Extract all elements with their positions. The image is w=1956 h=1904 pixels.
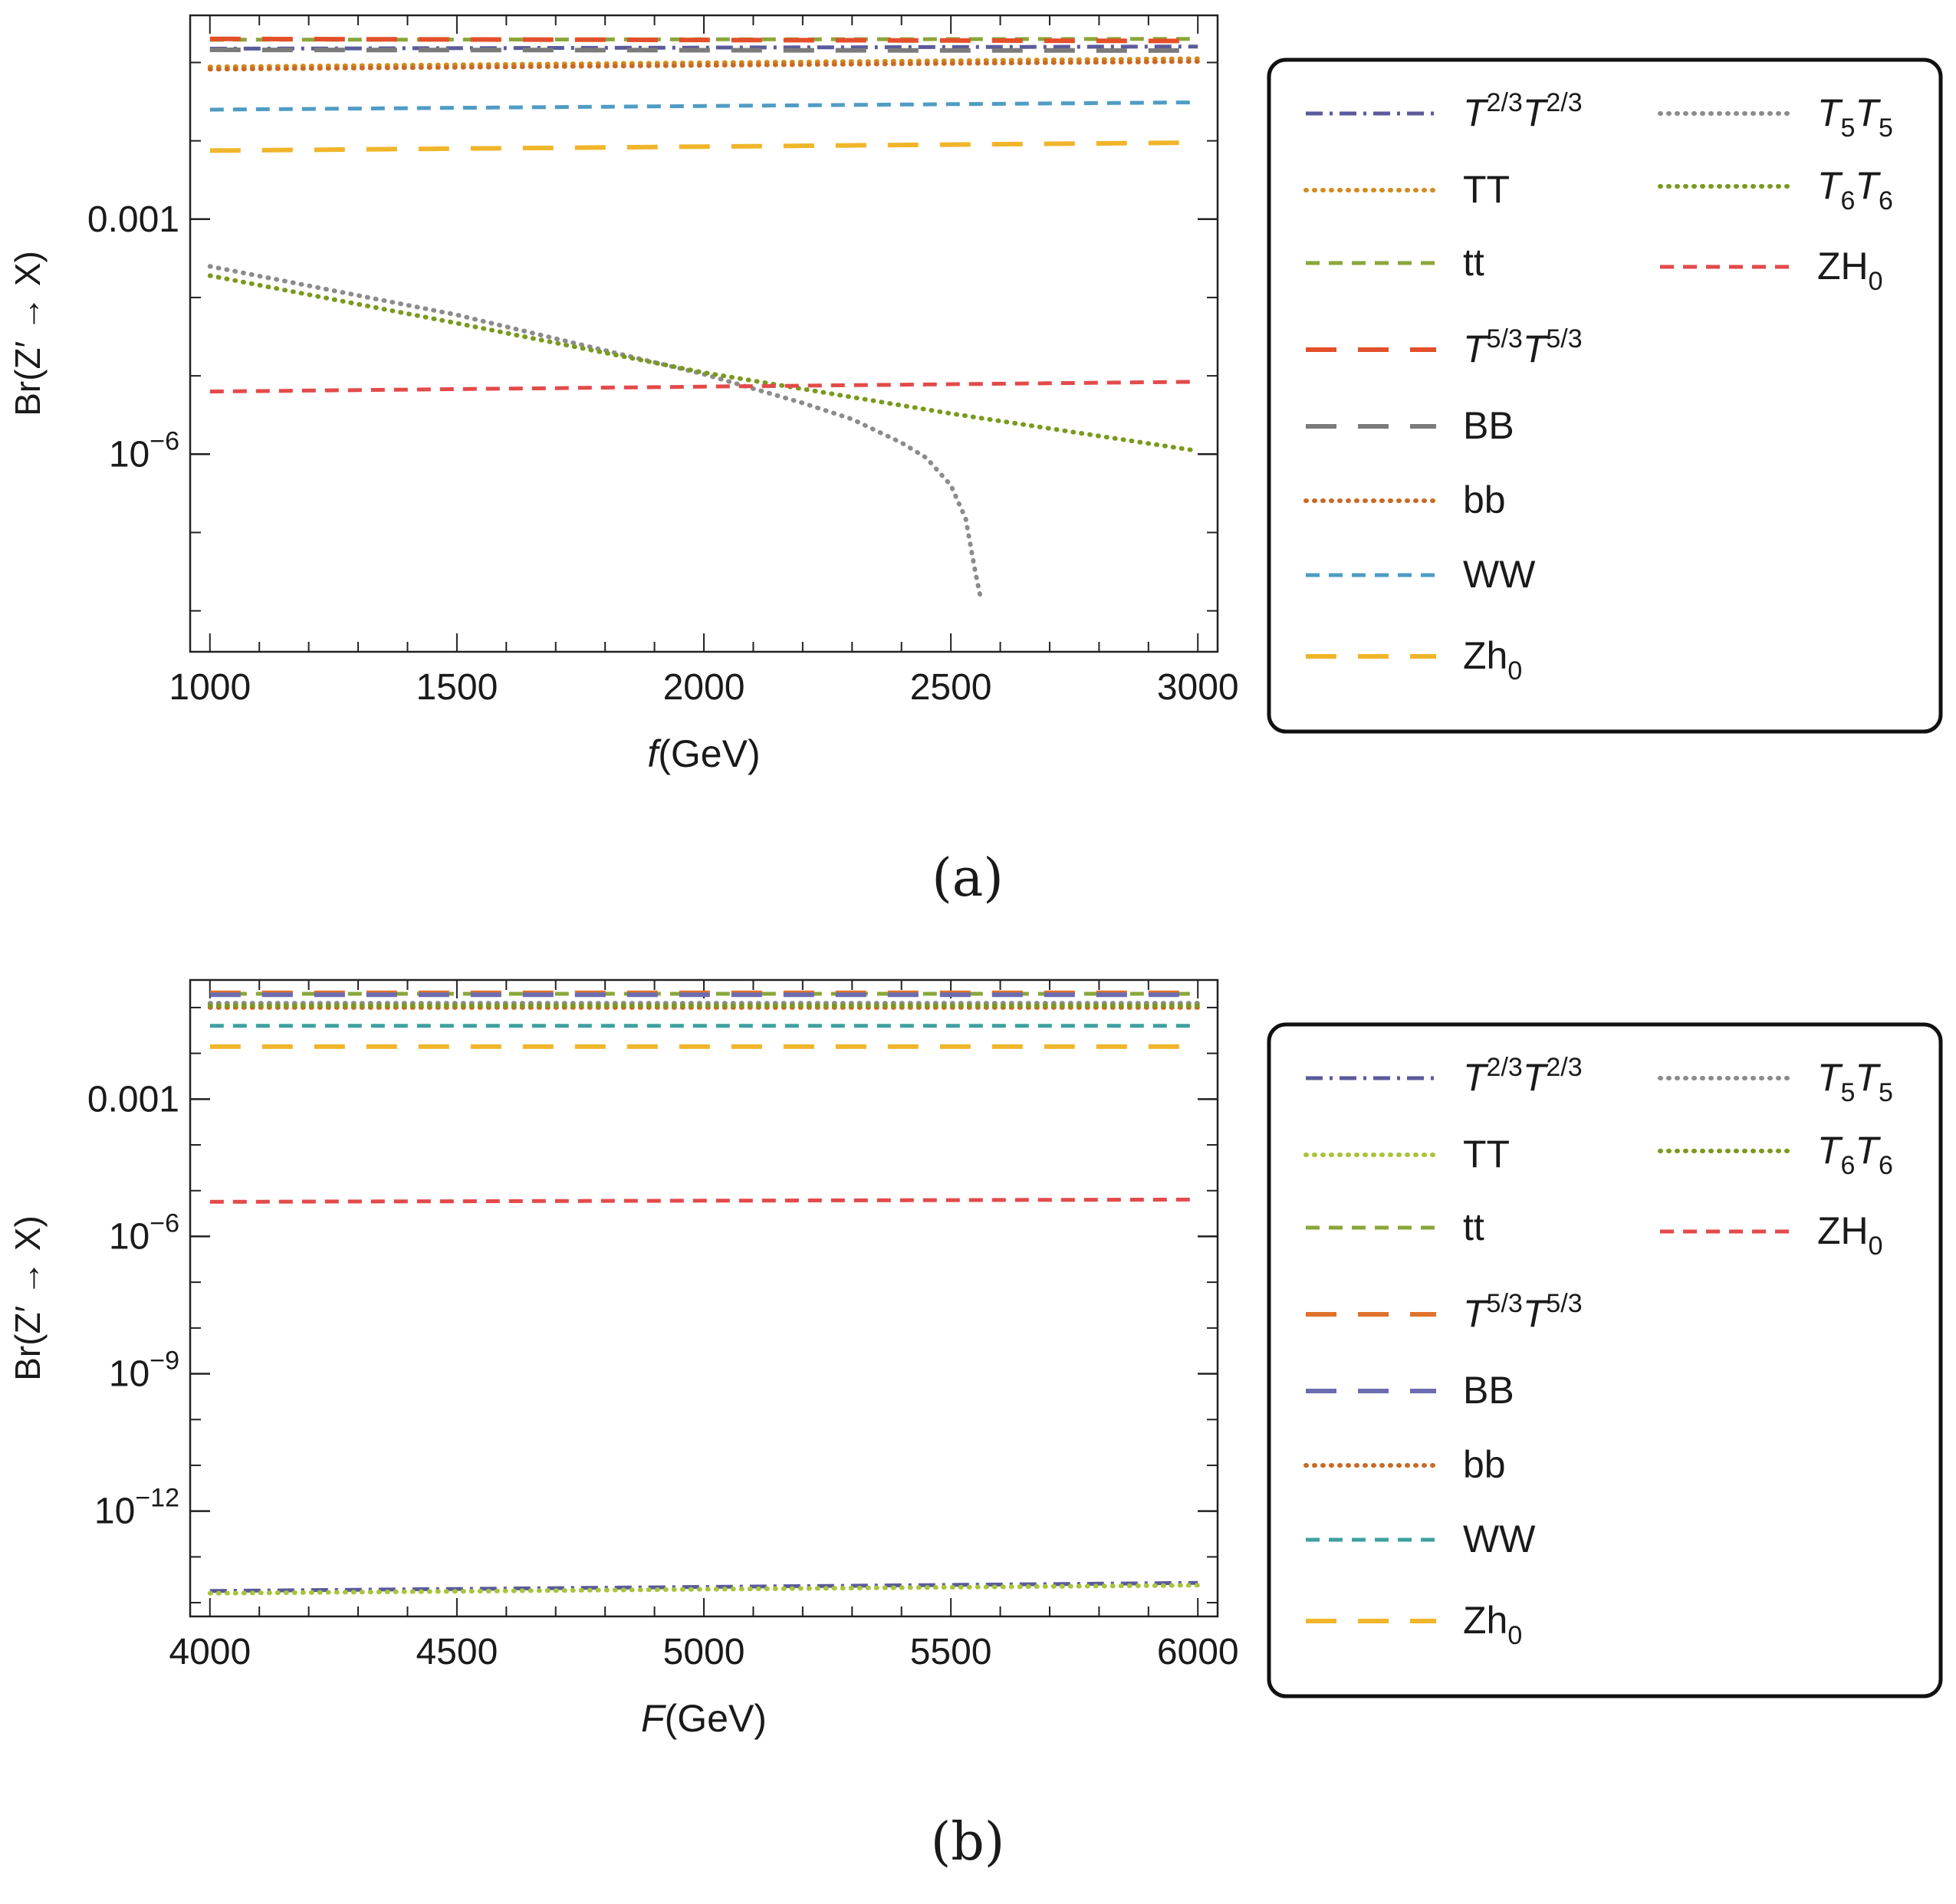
series-line-t23t23 xyxy=(209,44,1198,51)
y-tick-label: 0.001 xyxy=(87,1079,179,1120)
legend-label: BB xyxy=(1463,1369,1514,1412)
series-line-zh0 xyxy=(209,380,1198,394)
series-line-t23t23 xyxy=(209,1580,1198,1593)
legend-label: ZH0 xyxy=(1817,1209,1883,1261)
legend-label: T2/3T2/3 xyxy=(1463,88,1583,134)
series-line-t6t6 xyxy=(207,273,1201,453)
legend-label: ZH0 xyxy=(1817,245,1883,296)
panel-b: 4000 4500 5000 5500 6000 0.001 10−6 10−9 10−12 Br… xyxy=(8,978,1943,1873)
plot-frame xyxy=(189,14,1219,653)
legend-label: T5/3T5/3 xyxy=(1463,1289,1583,1335)
x-tick-label: 2500 xyxy=(910,667,992,708)
panel-caption: (b) xyxy=(931,1812,1005,1873)
y-axis-label: Br(Z′ → X) xyxy=(8,1215,48,1381)
legend-label: WW xyxy=(1463,1518,1536,1560)
x-tick-label: 1500 xyxy=(416,667,498,708)
legend-label: T2/3T2/3 xyxy=(1463,1053,1583,1099)
x-tick-label: 1000 xyxy=(169,667,251,708)
x-tick-label: 4000 xyxy=(169,1632,251,1672)
y-tick-label: 10−6 xyxy=(109,426,179,475)
x-tick-label: 5500 xyxy=(910,1632,992,1672)
series-line-zh0 xyxy=(209,1197,1198,1204)
legend-label: tt xyxy=(1463,1205,1484,1248)
x-axis-label: F(GeV) xyxy=(641,1697,767,1740)
x-tick-label: 3000 xyxy=(1157,667,1239,708)
series-group xyxy=(207,36,1201,600)
legend-label: WW xyxy=(1463,553,1536,596)
legend-label: bb xyxy=(1463,1443,1506,1486)
x-tick-label: 4500 xyxy=(416,1632,498,1672)
panel-a: 1000 1500 2000 2500 3000 0.001 10−6 Br(Z′ → X) f… xyxy=(8,14,1943,909)
legend-label: T6T6 xyxy=(1817,164,1893,215)
series-group xyxy=(207,990,1201,1596)
legend-label: tt xyxy=(1463,241,1484,284)
series-line-tt xyxy=(207,56,1201,70)
x-tick-label: 5000 xyxy=(663,1632,745,1672)
legend-label: T5T5 xyxy=(1817,1056,1893,1107)
legend-label: T5T5 xyxy=(1817,91,1893,143)
x-tick-label: 6000 xyxy=(1157,1632,1239,1672)
legend-box xyxy=(1267,58,1943,734)
y-tick-label: 0.001 xyxy=(87,199,179,240)
y-tick-label: 10−9 xyxy=(109,1347,179,1395)
legend-box xyxy=(1267,1022,1943,1698)
series-line-t5t5 xyxy=(207,264,983,600)
series-line-t53t53 xyxy=(209,36,1198,44)
panel-caption: (a) xyxy=(932,848,1004,909)
legend-label: bb xyxy=(1463,478,1506,521)
y-tick-label: 10−6 xyxy=(109,1208,179,1257)
plot-frame xyxy=(189,978,1219,1618)
legend-label: T5/3T5/3 xyxy=(1463,324,1583,370)
legend-label: TT xyxy=(1463,168,1510,211)
legend-label: Zh0 xyxy=(1463,1599,1522,1650)
y-axis-label: Br(Z′ → X) xyxy=(8,251,48,416)
legend-label: TT xyxy=(1463,1133,1510,1176)
legend-label: T6T6 xyxy=(1817,1129,1893,1180)
series-line-bb xyxy=(207,59,1201,72)
y-tick-label: 10−12 xyxy=(94,1484,179,1532)
x-tick-label: 2000 xyxy=(663,667,745,708)
series-line-bb xyxy=(209,48,1198,53)
legend-label: Zh0 xyxy=(1463,634,1522,686)
x-axis-label: f(GeV) xyxy=(647,732,760,775)
series-line-zh0 xyxy=(209,140,1198,153)
legend-label: BB xyxy=(1463,404,1514,447)
series-line-ww xyxy=(209,100,1198,112)
